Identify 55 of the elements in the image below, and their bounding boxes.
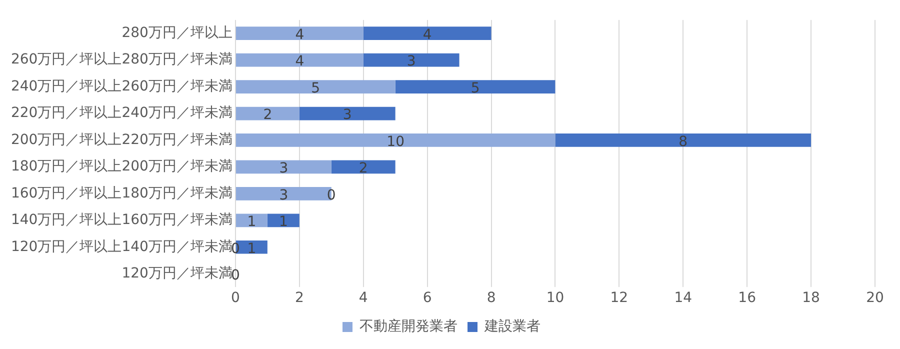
data-label: 5 [470,80,480,96]
data-label: 4 [422,27,432,43]
bar [363,53,460,67]
bar [236,214,268,228]
x-tick-label: 2 [294,290,304,306]
x-tick-label: 20 [866,290,884,306]
data-label: 2 [358,160,368,177]
y-tick-label: 220万円／坪以上240万円／坪未満 [10,105,232,122]
data-label: 3 [279,160,288,177]
x-tick-label: 4 [358,290,368,306]
data-label: 8 [678,134,688,150]
bar [331,160,396,174]
bar [236,106,300,120]
data-label: 3 [342,107,352,124]
data-label: 1 [247,240,256,257]
bar [236,53,364,67]
y-tick-label: 140万円／坪以上160万円／坪未満 [10,212,232,228]
data-label: 5 [311,80,320,96]
x-tick-label: 16 [738,290,756,306]
x-tick-label: 14 [674,290,692,306]
data-label: 3 [279,187,288,204]
y-tick-label: 260万円／坪以上280万円／坪未満 [10,52,232,68]
data-label: 0 [326,187,336,204]
bar [267,214,300,228]
legend-label: 不動産開発業者 [360,318,458,335]
y-tick-label: 160万円／坪以上180万円／坪未満 [10,185,232,202]
data-label: 4 [295,54,304,70]
x-tick-label: 8 [486,290,496,306]
bar [236,160,332,174]
legend-label: 建設業者 [484,318,540,335]
bar [363,26,492,40]
bar [236,26,364,40]
y-tick-label: 180万円／坪以上200万円／坪未満 [10,158,232,175]
bar [236,134,556,147]
y-tick-label: 120万円／坪未満 [122,265,232,282]
data-label: 0 [230,267,240,284]
x-tick-label: 12 [610,290,628,306]
data-label: 1 [247,214,256,230]
data-label: 1 [278,214,288,230]
x-tick-label: 6 [422,290,432,306]
y-tick-label: 120万円／坪以上140万円／坪未満 [10,238,232,255]
data-label: 10 [386,134,404,150]
data-label: 2 [263,107,272,124]
x-tick-label: 18 [802,290,820,306]
y-tick-label: 200万円／坪以上220万円／坪未満 [10,132,232,148]
x-tick-label: 10 [546,290,564,306]
bar [395,80,556,94]
data-label: 4 [295,27,304,43]
bar [299,106,396,120]
y-tick-label: 280万円／坪以上 [122,25,232,41]
x-tick-label: 0 [230,290,240,306]
bar [236,80,396,94]
y-tick-label: 240万円／坪以上260万円／坪未満 [10,78,232,94]
data-label: 3 [406,54,416,70]
bar [555,134,812,147]
